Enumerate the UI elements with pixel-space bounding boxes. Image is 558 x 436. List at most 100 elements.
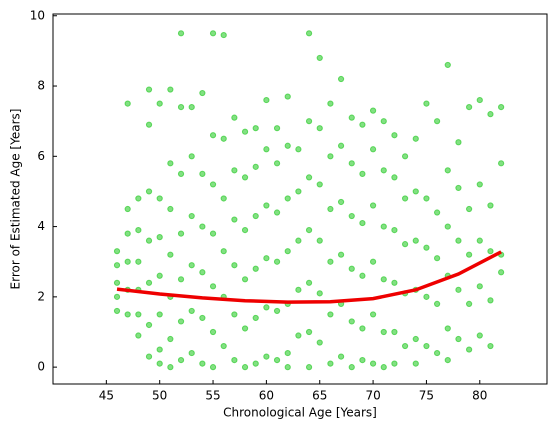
point (241, 276, 249, 283)
point (412, 135, 419, 142)
point (252, 360, 259, 367)
point (124, 100, 131, 107)
point (220, 135, 227, 142)
y-tick-label: 4 (37, 219, 45, 233)
point (444, 61, 451, 69)
x-tick-label: 65 (312, 389, 327, 403)
x-tick-label: 55 (205, 389, 220, 403)
point (241, 325, 249, 332)
point (273, 125, 281, 132)
point (391, 174, 398, 181)
point (348, 265, 355, 272)
point (231, 262, 238, 269)
point (167, 335, 174, 343)
point (124, 258, 131, 265)
point (231, 311, 238, 318)
point (391, 132, 398, 139)
point (466, 346, 473, 353)
point (380, 223, 387, 230)
point (369, 258, 377, 265)
point (423, 293, 430, 300)
point (209, 283, 217, 290)
point (498, 104, 505, 111)
point (434, 118, 441, 125)
point (295, 146, 302, 153)
point (252, 314, 259, 322)
point (487, 248, 494, 255)
x-tick-label: 80 (472, 389, 487, 403)
point (380, 167, 387, 174)
point (135, 311, 142, 318)
point (401, 195, 409, 202)
point (455, 237, 462, 244)
point (167, 205, 174, 213)
point (177, 318, 185, 325)
point (369, 107, 377, 114)
point (498, 160, 505, 167)
point (434, 300, 441, 307)
point (135, 195, 142, 202)
point (199, 269, 206, 276)
point (145, 321, 153, 329)
point (124, 230, 131, 237)
point (241, 174, 249, 181)
point (369, 311, 377, 318)
point (241, 226, 249, 234)
point (220, 195, 227, 202)
point (295, 332, 302, 339)
point (476, 283, 483, 290)
point (113, 307, 121, 315)
point (305, 226, 313, 234)
point (188, 349, 195, 357)
point (337, 75, 345, 83)
point (284, 248, 291, 255)
point (167, 160, 174, 167)
point (369, 146, 377, 153)
point (327, 205, 334, 213)
point (476, 181, 483, 188)
point (412, 360, 419, 367)
point (199, 360, 206, 367)
point (401, 342, 409, 350)
point (380, 118, 387, 125)
point (412, 237, 419, 244)
point (209, 181, 217, 188)
point (455, 335, 462, 343)
point (273, 160, 281, 167)
point (177, 30, 185, 37)
point (359, 272, 366, 279)
point (145, 279, 153, 286)
point (359, 219, 366, 227)
point (337, 353, 345, 360)
point (124, 311, 131, 318)
point (156, 311, 163, 318)
point (135, 258, 142, 265)
point (156, 360, 163, 367)
point (391, 328, 398, 336)
point (498, 269, 505, 276)
point (412, 335, 419, 343)
point (231, 114, 238, 121)
point (305, 174, 313, 181)
point (316, 237, 323, 244)
point (231, 357, 238, 364)
point (199, 170, 206, 177)
point (273, 307, 281, 315)
point (305, 328, 313, 336)
point (444, 357, 451, 364)
point (241, 128, 249, 135)
point (444, 325, 451, 332)
point (295, 188, 302, 195)
point (369, 360, 377, 367)
point (156, 272, 163, 279)
x-tick-label: 50 (152, 389, 167, 403)
point (145, 121, 153, 128)
point (380, 328, 387, 336)
point (199, 223, 206, 230)
y-tick-label: 0 (37, 360, 45, 374)
point (359, 325, 366, 332)
point (359, 170, 366, 177)
point (252, 125, 259, 132)
point (284, 93, 291, 100)
point (156, 100, 163, 107)
